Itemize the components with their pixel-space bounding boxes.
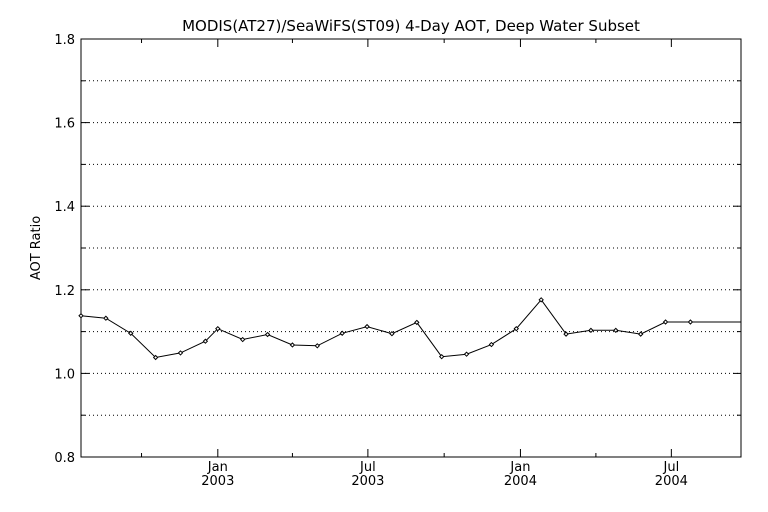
- data-point: [264, 331, 271, 338]
- data-point: [364, 323, 370, 330]
- data-point: [389, 330, 395, 337]
- data-point: [463, 351, 470, 357]
- data-point: [152, 354, 159, 361]
- data-point: [202, 338, 209, 344]
- gridlines: [81, 80, 741, 416]
- x-tick-label: Jul: [663, 460, 680, 475]
- data-point: [513, 325, 520, 332]
- data-point: [128, 330, 134, 336]
- data-point: [215, 325, 221, 332]
- x-tick-label: Jul: [359, 460, 376, 475]
- data-point: [637, 331, 644, 337]
- data-point: [687, 319, 694, 325]
- data-point: [314, 343, 321, 349]
- data-point: [613, 327, 619, 334]
- x-tick-year-label: 2003: [351, 474, 384, 489]
- data-point: [563, 331, 569, 337]
- data-point: [588, 327, 594, 334]
- y-axis-label: AOT Ratio: [29, 216, 44, 280]
- series-ratio: [78, 297, 741, 361]
- data-point: [538, 297, 544, 303]
- data-point: [662, 319, 669, 325]
- data-point: [339, 330, 345, 336]
- data-point: [239, 336, 246, 343]
- x-tick-year-label: 2004: [655, 474, 688, 489]
- y-tick-label: 0.8: [54, 451, 75, 466]
- x-tick-year-label: 2003: [201, 474, 234, 489]
- x-tick-year-label: 2004: [504, 474, 537, 489]
- series-line: [80, 298, 741, 359]
- data-point: [103, 315, 109, 321]
- x-tick-label: Jan: [207, 460, 228, 475]
- y-tick-label: 1.8: [54, 33, 75, 48]
- data-point: [78, 313, 84, 319]
- data-point: [438, 353, 445, 360]
- chart-title: MODIS(AT27)/SeaWiFS(ST09) 4-Day AOT, Dee…: [182, 17, 640, 35]
- y-axis: 0.8 1.0 1.2 1.4 1.6 1.8: [54, 33, 741, 466]
- data-point: [177, 350, 184, 356]
- y-tick-label: 1.4: [54, 200, 75, 215]
- data-point: [488, 341, 495, 348]
- y-tick-label: 1.2: [54, 284, 75, 299]
- y-tick-label: 1.6: [54, 117, 75, 132]
- data-point: [289, 342, 296, 348]
- y-tick-label: 1.0: [54, 367, 75, 382]
- plot-frame: [80, 38, 742, 458]
- data-point: [414, 319, 420, 326]
- x-tick-label: Jan: [509, 460, 530, 475]
